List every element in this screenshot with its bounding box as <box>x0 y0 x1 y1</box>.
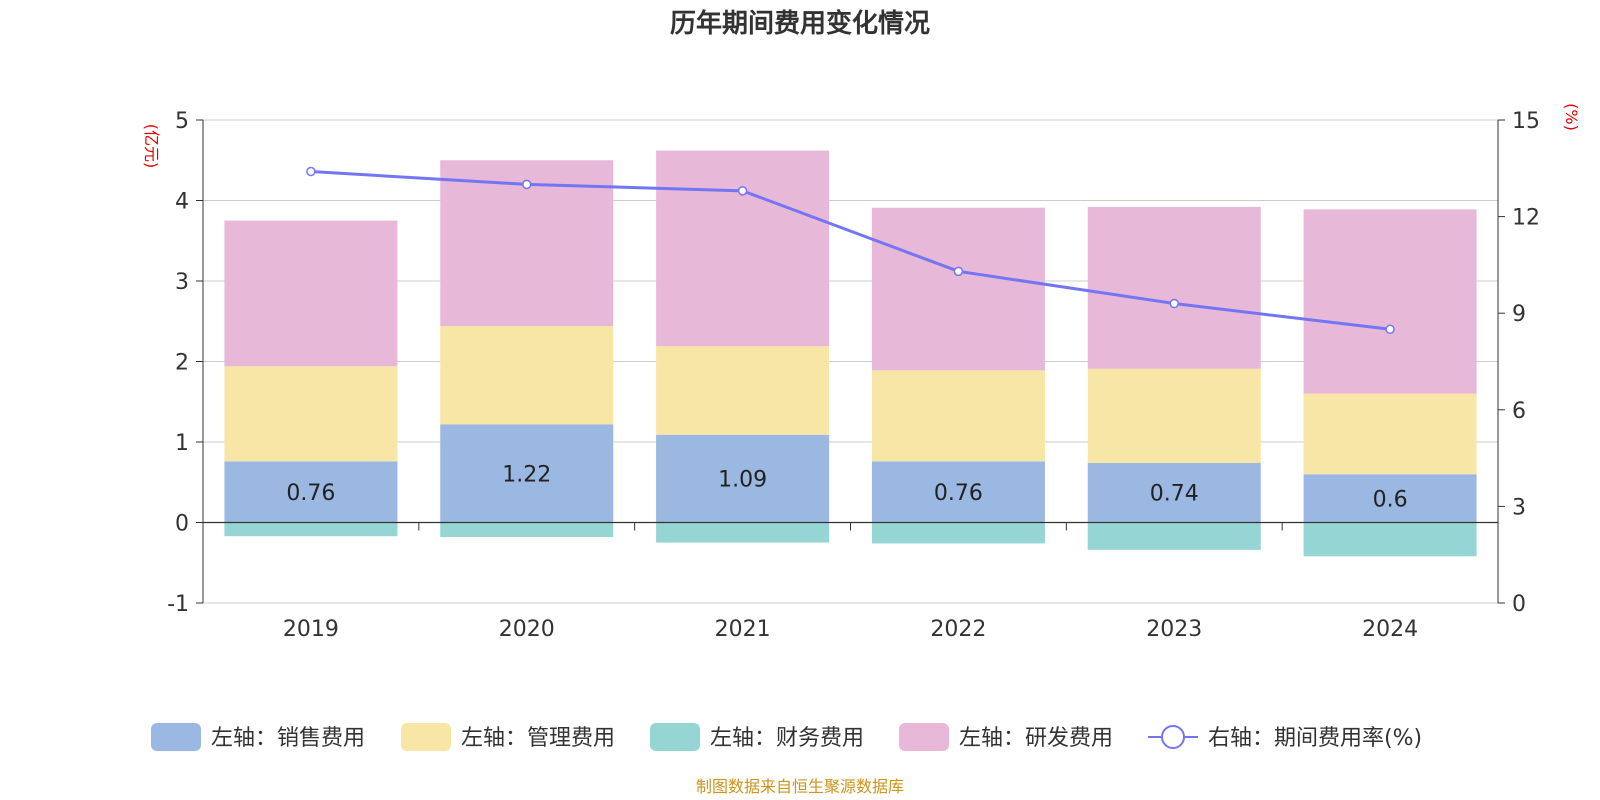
bars <box>224 150 1477 557</box>
bar-3-2023 <box>1087 206 1261 369</box>
right-axis-unit: (%) <box>1562 103 1581 131</box>
x-tick-label: 2021 <box>715 617 771 642</box>
bar-3-2019 <box>224 220 398 367</box>
bar-3-2024 <box>1303 209 1477 394</box>
left-tick-label: 5 <box>175 109 189 134</box>
bar-2-2022 <box>871 522 1045 544</box>
bar-2-2023 <box>1087 522 1261 550</box>
legend-label: 左轴：研发费用 <box>959 726 1113 751</box>
bar-0-2021 <box>656 434 830 523</box>
left-tick-label: 3 <box>175 270 189 295</box>
legend-label: 左轴：财务费用 <box>710 726 864 751</box>
x-tick-label: 2024 <box>1362 617 1418 642</box>
x-tick-label: 2023 <box>1146 617 1202 642</box>
left-tick-label: 0 <box>175 512 189 537</box>
bar-1-2024 <box>1303 393 1477 475</box>
expense-rate-point-2024 <box>1385 324 1395 335</box>
bar-3-2021 <box>656 150 830 347</box>
left-axis-unit: (亿元) <box>142 124 161 169</box>
left-tick-label: 2 <box>175 351 189 376</box>
data-label: 1.09 <box>718 468 767 493</box>
expense-rate-point-2020 <box>522 179 532 190</box>
data-label: 1.22 <box>502 462 551 487</box>
left-tick-label: 1 <box>175 431 189 456</box>
right-tick-label: 3 <box>1512 495 1526 520</box>
right-tick-label: 6 <box>1512 399 1526 424</box>
x-tick-label: 2019 <box>283 617 339 642</box>
x-tick-label: 2022 <box>930 617 986 642</box>
expense-rate-point-2019 <box>306 166 316 177</box>
expense-rate-point-2023 <box>1169 298 1179 309</box>
bar-2-2020 <box>440 522 614 537</box>
data-label: 0.6 <box>1373 487 1408 512</box>
grid <box>203 119 1498 604</box>
bar-0-2023 <box>1087 462 1261 523</box>
bar-1-2023 <box>1087 368 1261 463</box>
bar-0-2019 <box>224 461 398 523</box>
legend-swatch <box>899 723 949 751</box>
legend-swatch <box>151 723 201 751</box>
legend-swatch <box>401 723 451 751</box>
legend-marker <box>1161 725 1185 749</box>
bar-3-2022 <box>871 207 1045 371</box>
bar-2-2021 <box>656 522 830 543</box>
chart-title: 历年期间费用变化情况 <box>670 8 930 39</box>
right-tick-label: 12 <box>1512 206 1540 231</box>
bar-1-2020 <box>440 326 614 425</box>
legend-label: 左轴：管理费用 <box>461 726 615 751</box>
bar-0-2020 <box>440 424 614 523</box>
data-label: 0.76 <box>286 481 335 506</box>
bar-2-2019 <box>224 522 398 537</box>
bar-1-2019 <box>224 366 398 462</box>
legend-label: 右轴：期间费用率(%) <box>1208 726 1422 751</box>
legend-label: 左轴：销售费用 <box>211 726 365 751</box>
line-series <box>306 166 1395 335</box>
bar-1-2022 <box>871 370 1045 462</box>
legend: 左轴：销售费用 左轴：管理费用 左轴：财务费用 左轴：研发费用 右轴：期间费用率(%) <box>151 723 1422 751</box>
data-label: 0.76 <box>934 481 983 506</box>
left-tick-label: -1 <box>167 592 189 617</box>
bar-2-2024 <box>1303 522 1477 557</box>
bar-1-2021 <box>656 346 830 435</box>
bar-0-2024 <box>1303 474 1477 523</box>
expense-rate-line <box>310 170 1391 331</box>
data-label: 0.74 <box>1150 482 1199 507</box>
right-tick-label: 15 <box>1512 109 1540 134</box>
bar-0-2022 <box>871 461 1045 523</box>
data-labels: 0.76 1.22 1.09 0.76 0.74 0.6 <box>286 462 1407 512</box>
x-tick-label: 2020 <box>499 617 555 642</box>
right-tick-label: 9 <box>1512 302 1526 327</box>
expense-rate-point-2021 <box>737 186 748 196</box>
expense-rate-point-2022 <box>953 266 964 277</box>
left-tick-label: 4 <box>175 190 189 215</box>
right-tick-label: 0 <box>1512 592 1526 617</box>
legend-swatch <box>650 723 700 751</box>
source-note: 制图数据来自恒生聚源数据库 <box>696 777 904 796</box>
